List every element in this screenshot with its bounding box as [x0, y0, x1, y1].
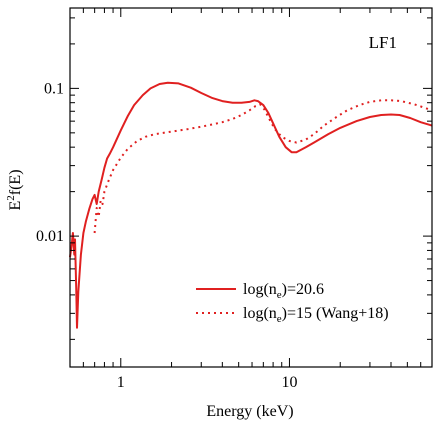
- plot-area: [69, 81, 433, 329]
- legend: log(ne)=20.6 log(ne)=15 (Wang+18): [196, 281, 389, 325]
- legend-solid-sub: e: [277, 289, 282, 301]
- y-label-main: E: [7, 201, 24, 211]
- axis-ticks: [69, 8, 433, 367]
- panel-label: LF1: [369, 33, 397, 52]
- legend-solid-pre: log(n: [243, 281, 277, 298]
- y-label-rest: f(E): [7, 169, 24, 195]
- y-tick-label: 0.01: [36, 228, 64, 245]
- plot-frame: [69, 7, 433, 368]
- legend-label-solid: log(ne)=20.6: [243, 281, 324, 301]
- tick-labels: 1 10 0.01 0.1: [36, 80, 297, 391]
- series-line-solid: [69, 81, 433, 329]
- x-tick-label: 10: [281, 374, 297, 391]
- legend-dotted-sub: e: [277, 313, 282, 325]
- y-axis-label: E2f(E): [5, 169, 24, 210]
- legend-label-dotted: log(ne)=15 (Wang+18): [243, 305, 389, 325]
- legend-dotted-pre: log(n: [243, 305, 277, 322]
- x-tick-label: 1: [117, 374, 125, 391]
- legend-solid-post: )=20.6: [282, 281, 324, 298]
- x-axis-label: Energy (keV): [206, 403, 293, 420]
- y-label-sup: 2: [5, 195, 17, 201]
- series-line-dotted: [93, 99, 433, 234]
- y-tick-label: 0.1: [44, 80, 64, 97]
- legend-dotted-post: )=15 (Wang+18): [282, 305, 389, 322]
